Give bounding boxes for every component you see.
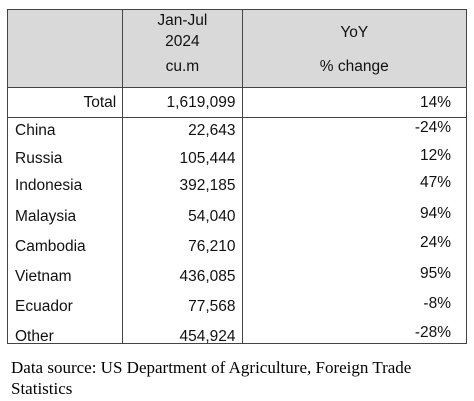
total-row: Total 1,619,099 14% [6, 87, 467, 118]
header-country-cell [6, 9, 124, 88]
yoy-value: 47% [419, 174, 451, 191]
country-column: China Russia Indonesia Malaysia Cambodia… [6, 117, 124, 345]
header-period: Jan-Jul [157, 12, 208, 29]
volume-value: 105,444 [179, 150, 236, 167]
country-name: Ecuador [15, 298, 73, 315]
yoy-value: 24% [419, 234, 451, 251]
data-source-note: Data source: US Department of Agricultur… [11, 358, 412, 398]
header-volume-unit: cu.m [165, 58, 200, 75]
total-volume: 1,619,099 [122, 87, 243, 118]
country-name: Indonesia [15, 177, 83, 194]
header-volume-cell: Jan-Jul 2024 cu.m [122, 9, 243, 88]
yoy-value: -24% [414, 119, 451, 136]
yoy-value: -8% [423, 295, 451, 312]
yoy-value: -28% [414, 324, 451, 341]
country-rows: China Russia Indonesia Malaysia Cambodia… [6, 117, 467, 345]
total-yoy: 14% [241, 87, 467, 118]
country-name: Cambodia [15, 238, 86, 255]
volume-value: 22,643 [188, 122, 236, 139]
country-name: China [15, 122, 56, 139]
yoy-value: 95% [419, 265, 451, 282]
imports-table: Jan-Jul 2024 cu.m YoY % change Total 1,6… [6, 9, 467, 345]
volume-value: 77,568 [188, 298, 236, 315]
header-yoy-cell: YoY % change [241, 9, 467, 88]
header-year: 2024 [165, 33, 200, 50]
volume-value: 392,185 [179, 177, 236, 194]
header-row: Jan-Jul 2024 cu.m YoY % change [6, 9, 467, 88]
header-yoy-unit: % change [319, 58, 389, 75]
volume-value: 436,085 [179, 268, 236, 285]
volume-value: 454,924 [179, 328, 236, 345]
yoy-value: 12% [419, 147, 451, 164]
country-name: Other [15, 328, 54, 345]
volume-value: 76,210 [188, 238, 236, 255]
total-label: Total [6, 87, 124, 118]
country-name: Vietnam [15, 268, 72, 285]
country-name: Russia [15, 150, 63, 167]
yoy-column: -24% 12% 47% 94% 24% 95% -8% -28% [241, 117, 467, 344]
header-yoy: YoY [340, 24, 369, 41]
country-name: Malaysia [15, 208, 77, 225]
yoy-value: 94% [419, 205, 451, 222]
volume-value: 54,040 [188, 208, 236, 225]
volume-column: 22,643 105,444 392,185 54,040 76,210 436… [122, 117, 243, 345]
